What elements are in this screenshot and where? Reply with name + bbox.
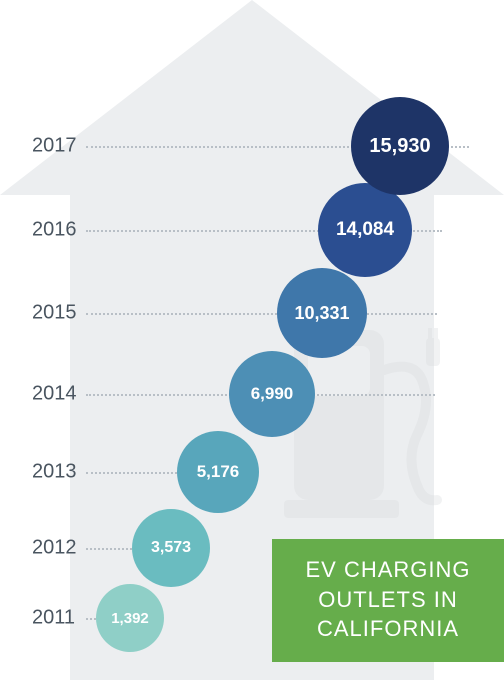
leader-line-2012 <box>86 548 132 550</box>
data-value-2015: 10,331 <box>294 303 349 324</box>
year-label-2015: 2015 <box>32 302 77 325</box>
data-bubble-2013: 5,176 <box>177 431 259 513</box>
leader-line-2015 <box>86 313 437 315</box>
data-bubble-2016: 14,084 <box>318 183 412 277</box>
data-bubble-2012: 3,573 <box>132 509 210 587</box>
leader-line-2011 <box>86 618 96 620</box>
data-bubble-2015: 10,331 <box>277 268 367 358</box>
year-label-2011: 2011 <box>32 607 75 630</box>
year-label-2014: 2014 <box>32 383 77 406</box>
year-label-2016: 2016 <box>32 219 77 242</box>
year-label-2013: 2013 <box>32 461 77 484</box>
data-bubble-2017: 15,930 <box>351 97 449 195</box>
data-bubble-2011: 1,392 <box>96 584 164 652</box>
data-value-2011: 1,392 <box>111 610 149 627</box>
data-value-2014: 6,990 <box>251 384 294 404</box>
title-line-3: CALIFORNIA <box>294 614 482 644</box>
data-value-2016: 14,084 <box>336 219 394 241</box>
data-value-2012: 3,573 <box>151 539 191 557</box>
data-bubble-2014: 6,990 <box>229 351 315 437</box>
data-value-2013: 5,176 <box>197 462 240 482</box>
data-value-2017: 15,930 <box>369 135 430 158</box>
title-line-2: OUTLETS IN <box>294 585 482 615</box>
title-line-1: EV CHARGING <box>294 555 482 585</box>
leader-line-2013 <box>86 472 177 474</box>
year-label-2012: 2012 <box>32 537 77 560</box>
year-label-2017: 2017 <box>32 135 77 158</box>
chart-title: EV CHARGING OUTLETS IN CALIFORNIA <box>272 539 504 662</box>
